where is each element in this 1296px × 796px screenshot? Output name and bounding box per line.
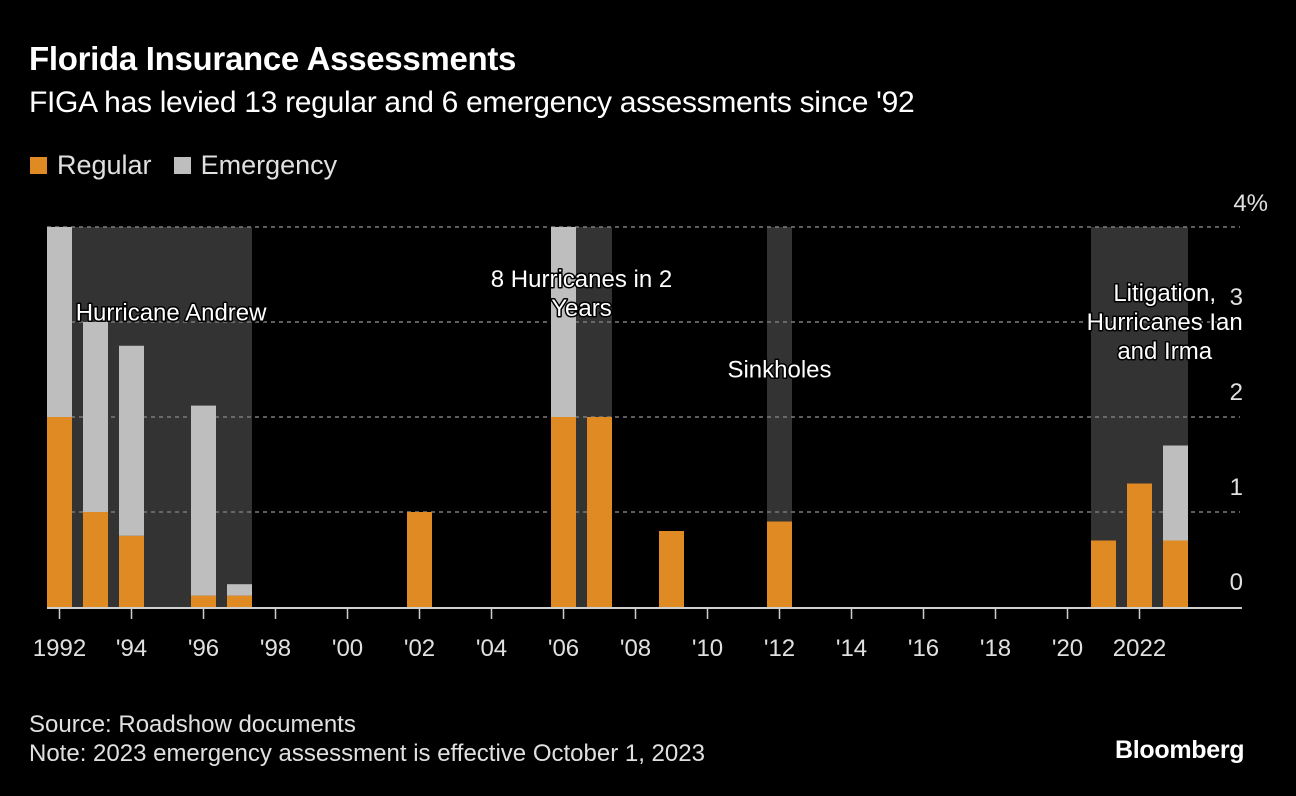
chart-title: Florida Insurance Assessments <box>29 40 517 77</box>
bar-emergency-1992 <box>47 227 72 417</box>
legend-label-emergency: Emergency <box>200 150 338 180</box>
y-tick-label: 2 <box>1230 379 1243 406</box>
y-tick-label: 3 <box>1230 284 1243 311</box>
legend-item-regular: Regular <box>30 150 152 181</box>
legend-swatch-emergency <box>173 157 191 174</box>
highlight-band <box>47 227 252 607</box>
x-tick-label: '16 <box>908 635 939 662</box>
source-note: Source: Roadshow documents <box>29 711 356 738</box>
x-tick-label: '94 <box>116 635 147 662</box>
bar-regular-2006 <box>551 417 576 607</box>
annotation-label: and Irma <box>1117 338 1212 365</box>
bar-regular-2023 <box>1163 540 1188 607</box>
x-tick-label: '02 <box>404 635 435 662</box>
y-tick-label: 0 <box>1230 569 1243 596</box>
annotation-label: Hurricanes Ian <box>1087 309 1243 336</box>
bar-regular-2012 <box>767 521 792 607</box>
y-tick-label: 1 <box>1230 474 1243 501</box>
x-tick-label: '12 <box>764 635 795 662</box>
bar-regular-1996 <box>191 595 216 607</box>
annotation-label: Hurricane Andrew <box>76 300 267 327</box>
legend-swatch-regular <box>30 157 47 174</box>
bar-emergency-2006 <box>551 227 576 417</box>
x-tick-label: '98 <box>260 635 291 662</box>
x-tick-label: 2022 <box>1113 635 1166 662</box>
x-tick-label: '10 <box>692 635 723 662</box>
annotation-label: Litigation, <box>1113 280 1216 307</box>
legend-label-regular: Regular <box>57 150 152 180</box>
x-tick-label: '08 <box>620 635 651 662</box>
bar-emergency-1994 <box>119 345 144 536</box>
x-tick-label: '06 <box>548 635 579 662</box>
bar-regular-2009 <box>659 531 684 607</box>
y-tick-label: 4% <box>1233 190 1268 217</box>
bar-regular-2007 <box>587 417 612 607</box>
x-tick-label: '04 <box>476 635 507 662</box>
bar-emergency-1993 <box>83 322 108 512</box>
x-axis: 1992 '94 '96 '98 '00 '02 '04 '06 '08 '10 '12 '14 '16… <box>33 607 1242 662</box>
annotation-label: 8 Hurricanes in 2 <box>491 266 672 293</box>
x-tick-label: '14 <box>836 635 867 662</box>
bloomberg-logo: Bloomberg <box>1115 736 1245 764</box>
footnote: Note: 2023 emergency assessment is effec… <box>29 740 705 767</box>
bar-regular-1992 <box>47 417 72 607</box>
y-axis: 0 1 2 3 4% <box>1230 190 1268 596</box>
annotation-label: Sinkholes <box>727 357 831 384</box>
bar-emergency-1997 <box>227 584 252 596</box>
x-tick-label: '96 <box>188 635 219 662</box>
bar-regular-2002 <box>407 512 432 607</box>
bar-emergency-1996 <box>191 405 216 596</box>
bar-regular-2022 <box>1127 483 1152 607</box>
bar-regular-1997 <box>227 595 252 607</box>
legend: Regular Emergency <box>30 150 359 181</box>
x-tick-label: 1992 <box>33 635 86 662</box>
bars <box>47 227 1188 607</box>
bar-emergency-2023 <box>1163 445 1188 541</box>
annotation-label: Years <box>551 295 612 322</box>
x-tick-label: '20 <box>1052 635 1083 662</box>
x-tick-label: '00 <box>332 635 363 662</box>
legend-item-emergency: Emergency <box>173 150 338 181</box>
x-tick-label: '18 <box>980 635 1011 662</box>
bar-regular-1994 <box>119 535 144 607</box>
bar-regular-2021 <box>1091 540 1116 607</box>
gridlines <box>47 226 1240 513</box>
bar-regular-1993 <box>83 512 108 607</box>
chart-subtitle: FIGA has levied 13 regular and 6 emergen… <box>29 86 915 119</box>
